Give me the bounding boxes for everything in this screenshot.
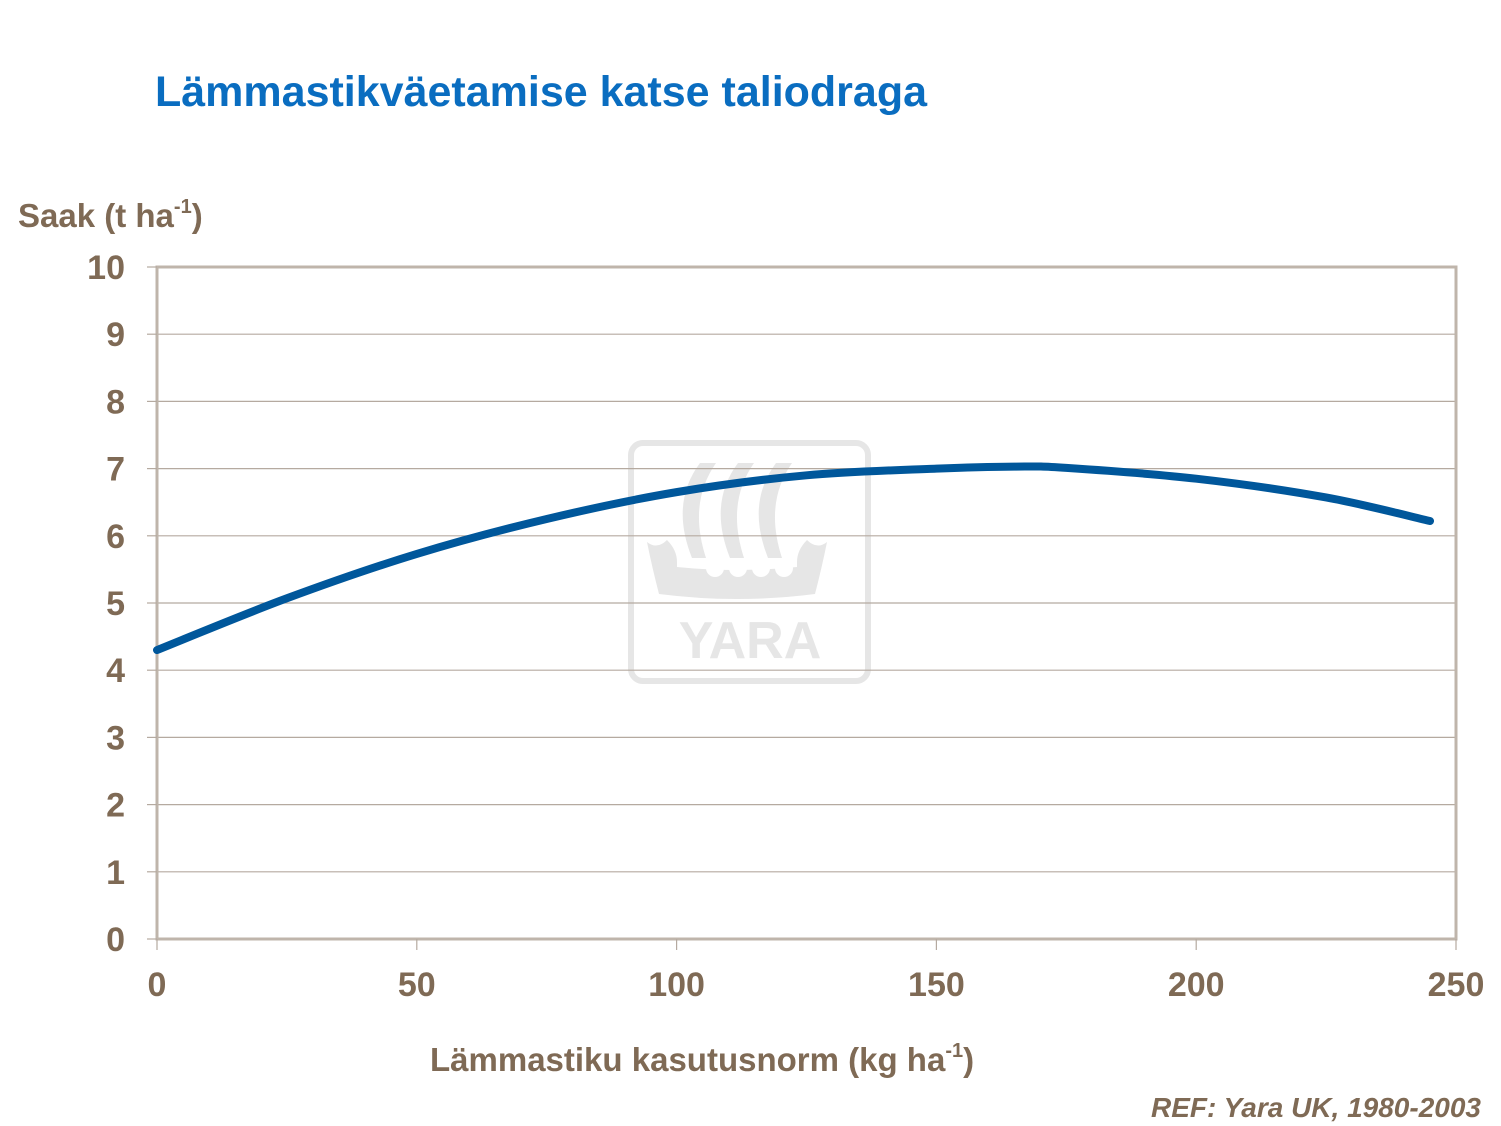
x-tick-label: 150 [908,966,965,1004]
x-tick-label: 200 [1168,966,1225,1004]
y-tick-label: 3 [106,719,125,757]
x-tick-label: 100 [648,966,705,1004]
y-tick-label: 6 [106,518,125,556]
x-tick-label: 0 [148,966,167,1004]
y-tick-label: 7 [106,451,125,489]
chart-title: Lämmastikväetamise katse taliodraga [155,68,928,116]
y-axis-label: Saak (t ha-1) [18,196,203,234]
x-axis-label: Lämmastiku kasutusnorm (kg ha-1) [430,1040,975,1078]
y-tick-label: 4 [106,652,125,690]
y-tick-label: 9 [106,316,125,354]
y-axis-ticks: 0 1 2 3 4 5 6 7 8 9 10 [87,249,157,959]
y-tick-label: 1 [106,854,125,892]
x-tick-label: 250 [1428,966,1485,1004]
x-axis-ticks: 0 50 100 150 200 250 [148,939,1485,1004]
reference-note: REF: Yara UK, 1980-2003 [1151,1092,1481,1123]
gridlines [157,333,1456,873]
y-tick-label: 2 [106,787,125,825]
y-tick-label: 8 [106,383,125,421]
y-tick-label: 0 [106,921,125,959]
y-tick-label: 5 [106,585,125,623]
yield-curve [153,462,1435,655]
x-tick-label: 50 [398,966,436,1004]
svg-text:YARA: YARA [679,612,822,670]
y-tick-label: 10 [87,249,125,287]
